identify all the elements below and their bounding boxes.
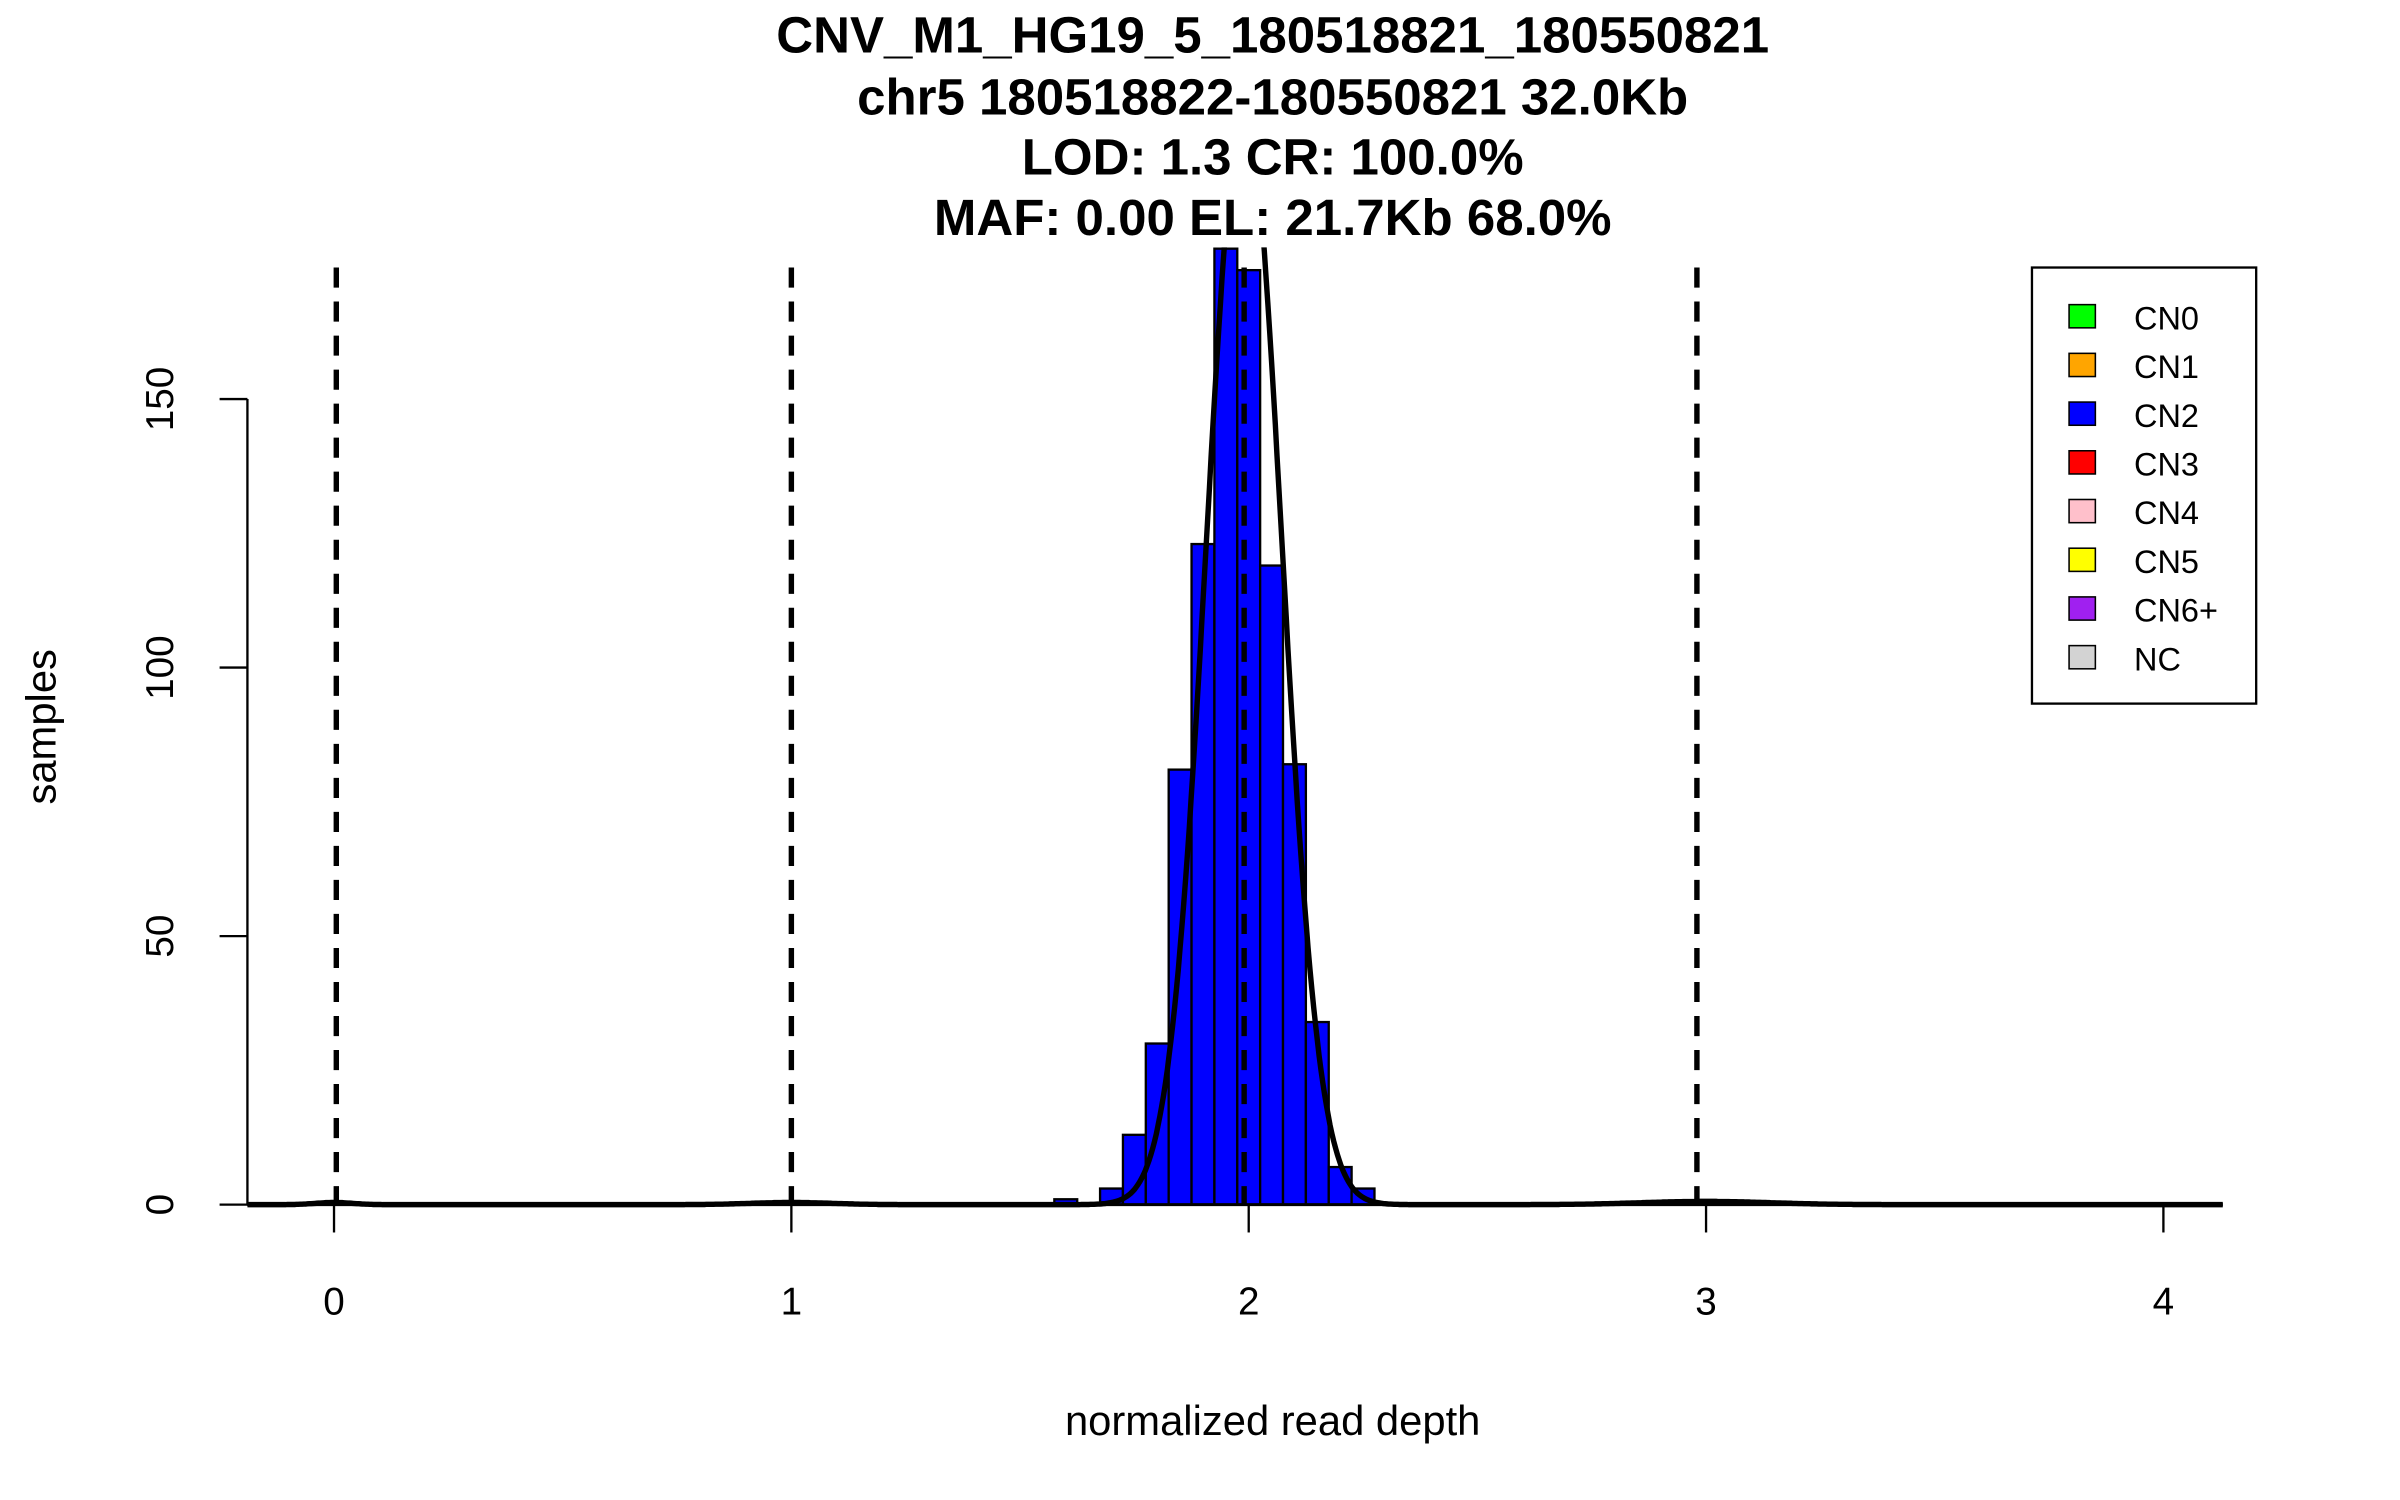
legend-label: CN5 bbox=[2134, 544, 2199, 580]
legend-label: CN1 bbox=[2134, 349, 2199, 385]
title-line-4: MAF: 0.00 EL: 21.7Kb 68.0% bbox=[934, 189, 1612, 246]
legend: CN0 CN1 CN2 CN3 CN4 CN5 CN6+ NC bbox=[2030, 266, 2258, 705]
x-tick-label: 4 bbox=[2153, 1280, 2175, 1323]
legend-swatch-cn4 bbox=[2068, 498, 2097, 524]
legend-label: CN4 bbox=[2134, 495, 2199, 531]
y-tick-label: 0 bbox=[139, 1194, 182, 1216]
legend-label: CN2 bbox=[2134, 398, 2199, 434]
histogram-bar bbox=[1258, 564, 1285, 1206]
axes: 0 1 2 3 4 0 50 100 150 bbox=[139, 367, 2223, 1323]
histogram-bar bbox=[1281, 763, 1308, 1206]
legend-label: CN3 bbox=[2134, 447, 2199, 483]
title-line-2: chr5 180518822-180550821 32.0Kb bbox=[857, 68, 1688, 125]
legend-label: CN6+ bbox=[2134, 593, 2218, 629]
x-axis-label: normalized read depth bbox=[1065, 1397, 1480, 1444]
dashed-lines-group bbox=[333, 267, 1700, 1205]
y-tick-label: 50 bbox=[139, 915, 182, 958]
legend-label: NC bbox=[2134, 641, 2181, 677]
legend-swatch-cn2 bbox=[2068, 401, 2097, 427]
histogram-bar bbox=[1213, 247, 1239, 1206]
x-tick-label: 2 bbox=[1238, 1280, 1260, 1323]
bars-group bbox=[1053, 247, 1376, 1206]
y-tick-label: 150 bbox=[139, 367, 182, 431]
legend-swatch-cn5 bbox=[2068, 547, 2097, 573]
title-line-1: CNV_M1_HG19_5_180518821_180550821 bbox=[776, 7, 1769, 64]
x-tick-label: 0 bbox=[323, 1280, 345, 1323]
legend-swatch-cn1 bbox=[2068, 352, 2097, 378]
legend-box bbox=[2030, 266, 2258, 705]
histogram-bar bbox=[1236, 268, 1262, 1206]
legend-swatch-cn6plus bbox=[2068, 596, 2097, 621]
legend-swatch-nc bbox=[2068, 644, 2097, 670]
chart-title: CNV_M1_HG19_5_180518821_180550821 chr5 1… bbox=[776, 7, 1769, 246]
legend-swatch-cn0 bbox=[2068, 303, 2097, 329]
x-tick-label: 1 bbox=[781, 1280, 803, 1323]
y-axis-label: samples bbox=[18, 649, 65, 804]
y-tick-label: 100 bbox=[139, 635, 182, 699]
legend-swatch-cn3 bbox=[2068, 450, 2097, 475]
x-tick-label: 3 bbox=[1695, 1280, 1716, 1323]
title-line-3: LOD: 1.3 CR: 100.0% bbox=[1022, 129, 1524, 186]
legend-label: CN0 bbox=[2134, 300, 2199, 336]
